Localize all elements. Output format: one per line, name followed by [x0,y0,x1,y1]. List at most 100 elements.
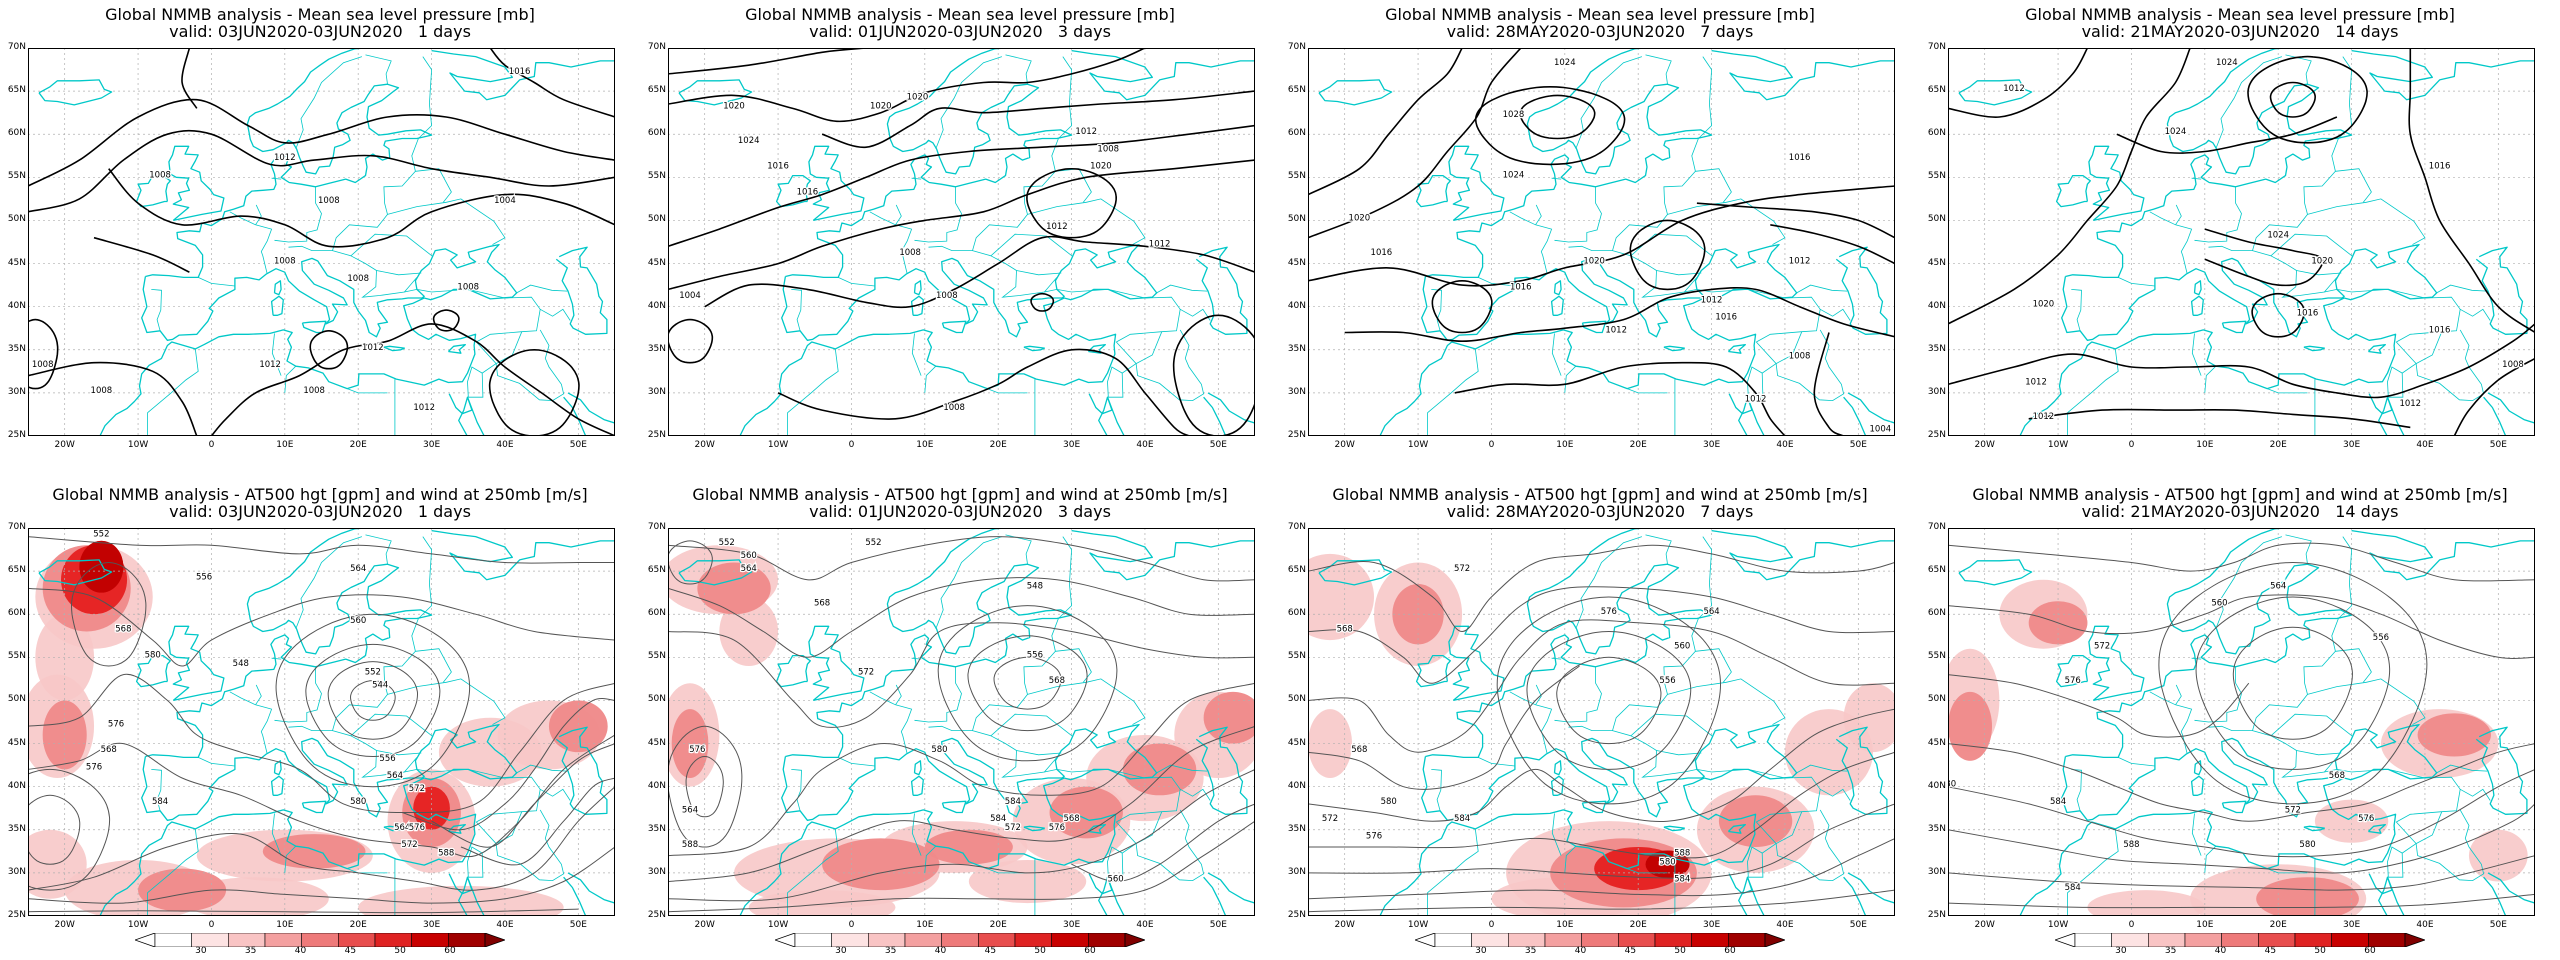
lat-tick-label: 50N [7,214,26,225]
height-contour [993,656,1062,710]
height-contour [28,768,111,891]
map-area: 552 556 564 560 568 580 548 552 544 576 568 556 564 5… [28,528,615,916]
panel-valid-period: valid: 03JUN2020-03JUN2020 1 days [169,502,471,521]
lon-tick-label: 30E [422,920,441,930]
coastline [1106,876,1125,916]
coastline [1663,345,1686,352]
country-border [284,845,297,873]
contour-label: 1008 [899,248,921,258]
coastline [145,48,433,279]
contour-label: 564 [1703,607,1719,617]
country-border [147,348,199,436]
contour-label: 572 [401,840,417,850]
lat-tick-label: 60N [1927,128,1946,139]
country-border [2204,845,2217,873]
lon-tick-label: 40E [1776,440,1794,450]
map-frame [1948,528,2535,916]
lat-tick-label: 70N [1927,42,1946,52]
country-border [467,821,497,878]
coastline [2065,528,2353,759]
lon-tick-label: 30E [1062,920,1081,930]
coastline [447,343,466,354]
lat-tick-label: 55N [1927,651,1946,662]
contour-label: 552 [365,668,381,678]
isobar [1474,85,1626,166]
contour-label: 564 [2270,581,2286,591]
country-border [924,365,937,393]
coastline [808,145,865,222]
lon-tick-label: 20E [349,440,367,450]
coastline [2055,174,2091,208]
isobar [1519,94,1596,140]
country-border [2191,333,2202,376]
lon-tick-label: 10E [2196,440,2214,450]
map-panel-p4: Global NMMB analysis - Mean sea level pr… [1920,0,2560,480]
country-border [2175,204,2182,226]
coastline [1843,876,1867,916]
coastline [2483,396,2507,436]
coastline [2303,825,2326,832]
map-svg: 1016 1012 1008 1008 1004 1008 1008 1008 1012 1008… [28,48,615,436]
panel-title: Global NMMB analysis - AT500 hgt [gpm] a… [52,485,588,504]
country-border [1027,198,1146,245]
map-area: 1016 1012 1008 1008 1004 1008 1008 1008 1012 1008… [28,48,615,436]
isobar [1431,279,1493,334]
coastline [2088,625,2145,702]
colorbar-label: 50 [394,946,406,956]
lon-tick-label: 20W [694,440,715,450]
country-border [1135,329,1205,402]
lon-tick-label: 30E [2342,920,2361,930]
contour-label: 1020 [2033,300,2055,310]
lat-tick-label: 30N [7,866,26,877]
wind-speed-shading [822,838,940,891]
contour-label: 572 [1454,564,1470,574]
lon-tick-label: 20W [1974,440,1995,450]
contour-label: 556 [196,573,212,583]
height-contour [28,908,579,914]
isobar [2251,292,2306,338]
contour-label: 568 [814,599,830,609]
country-border [1630,735,1698,778]
country-border [1554,666,1602,723]
country-border [2215,56,2283,150]
contour-label: 568 [101,745,117,755]
lat-tick-label: 25N [1927,910,1946,920]
country-border [1645,534,1672,565]
country-border [2436,284,2488,294]
lon-tick-label: 10E [916,920,934,930]
contour-label: 1012 [1149,239,1171,249]
country-border [2335,168,2372,203]
country-border [1044,288,1181,343]
wind-speed-shading [138,868,227,912]
wind-speed-shading [968,859,1087,904]
panel-title: Global NMMB analysis - Mean sea level pr… [1385,5,1815,24]
coastline [273,760,282,776]
lat-tick-label: 30N [1927,866,1946,877]
country-border [1108,853,1124,878]
country-border [1612,713,1714,738]
height-contour [2158,561,2428,805]
colorbar-label: 50 [1034,946,1046,956]
coastline [1023,345,1046,352]
contour-label: 576 [1049,823,1065,833]
lat-tick-label: 40N [7,780,26,791]
isobar [668,318,714,364]
country-border [1027,678,1146,725]
contour-label: 1016 [1715,313,1737,323]
colorbar-swatch [1471,932,1509,948]
coastline [910,775,924,796]
country-border [1005,54,1032,85]
colorbar-label: 50 [2314,946,2326,956]
lon-tick-label: 40E [1776,920,1794,930]
isobar [1308,185,1895,287]
map-area: 1024 1028 1016 1024 1020 1016 1020 1016 1012 1012… [1308,48,1895,436]
contour-label: 1008 [2502,360,2524,370]
country-border [2307,198,2426,245]
country-border [516,284,568,294]
colorbar-label: 35 [2164,946,2177,956]
map-area: 568 572 576 560 556 564 568 572 576 580 584 588 580 5… [1308,528,1895,916]
country-border [1107,341,1137,398]
country-border [2270,255,2338,298]
contour-label: 548 [233,659,249,669]
wind-colorbar [133,932,507,948]
